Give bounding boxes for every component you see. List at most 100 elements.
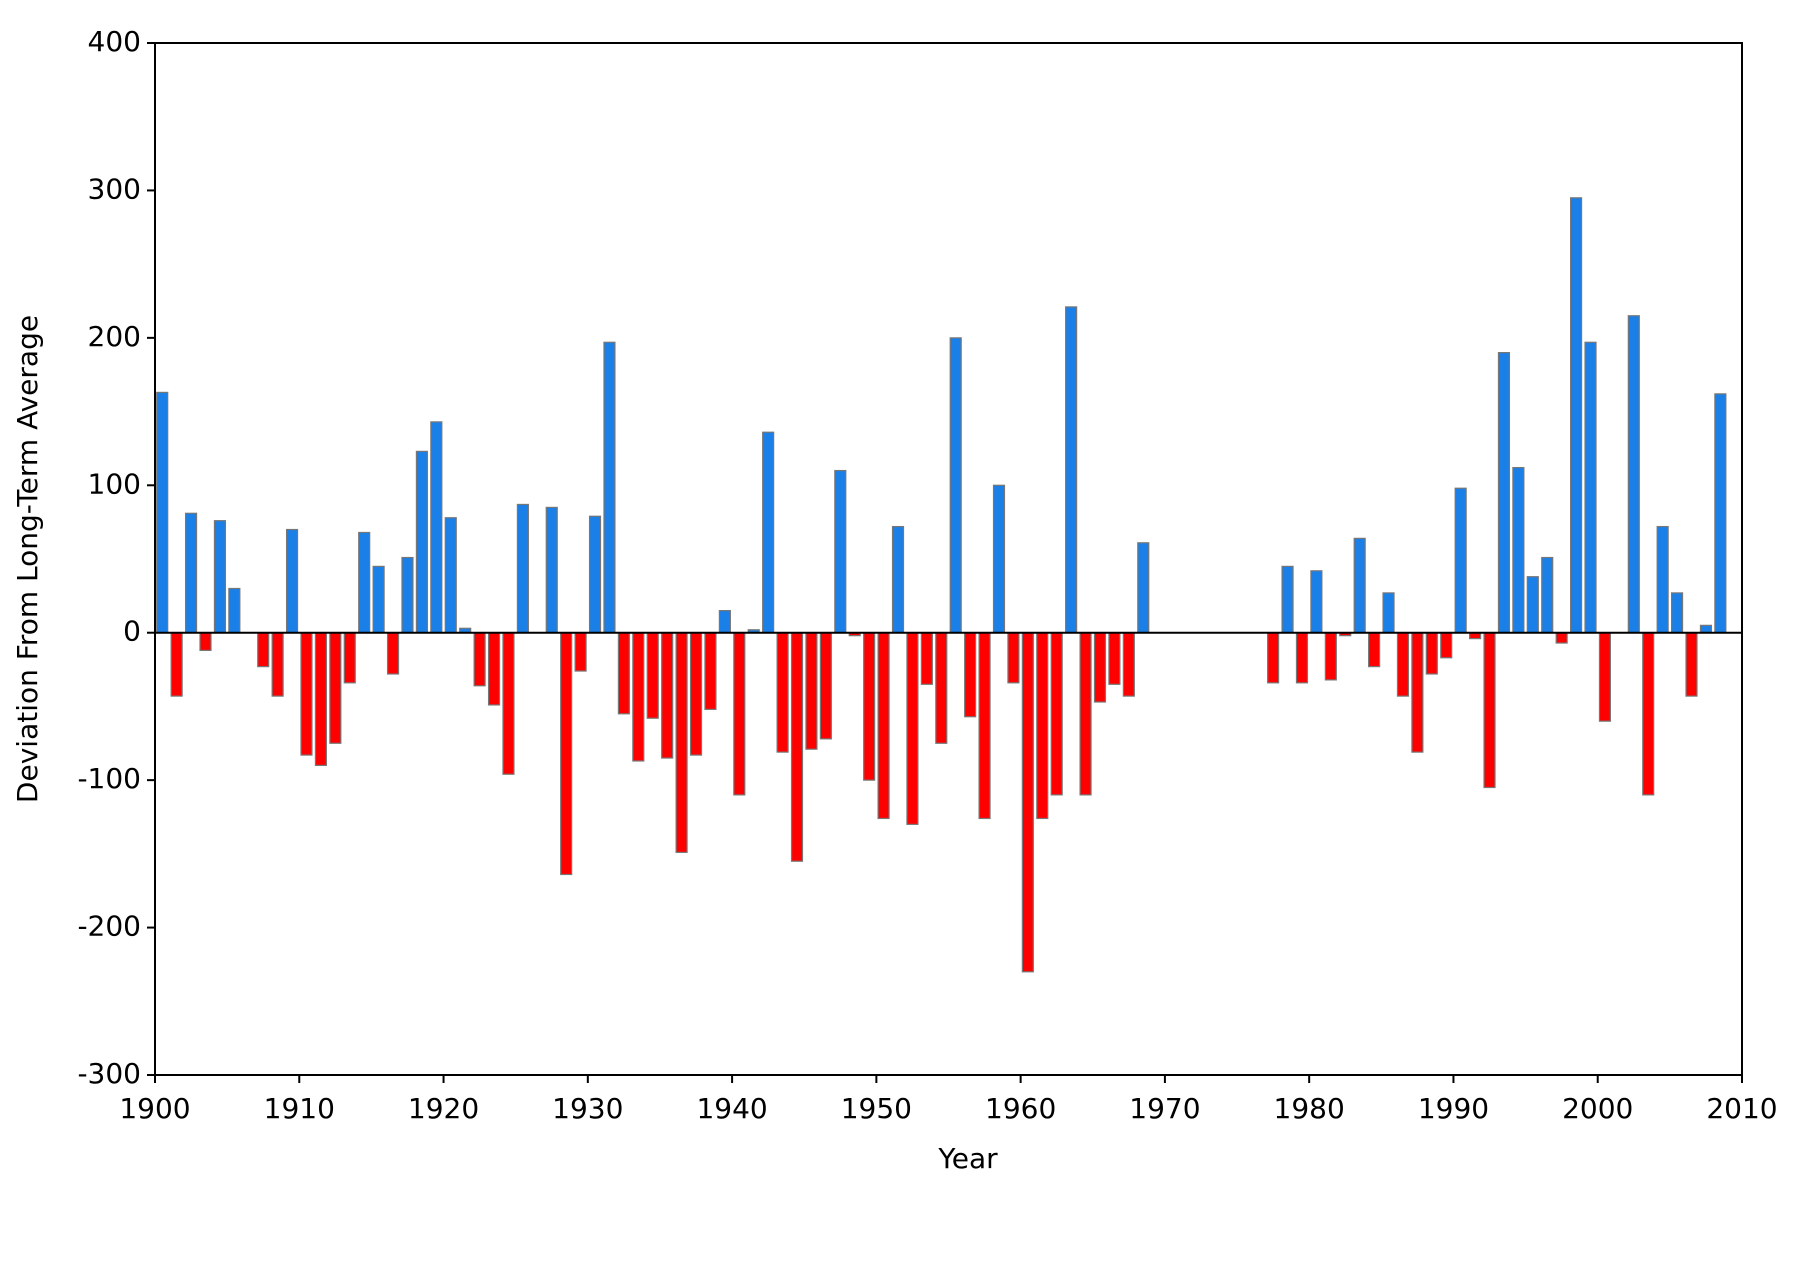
bar <box>992 484 1006 634</box>
x-tick-label: 1920 <box>408 1092 479 1125</box>
y-tick-label: -100 <box>77 762 141 795</box>
bar <box>1497 352 1511 634</box>
bar <box>545 506 558 634</box>
bar <box>978 632 991 820</box>
bar <box>1512 466 1525 634</box>
bar <box>603 341 616 634</box>
bar <box>430 421 443 634</box>
y-tick-label: 300 <box>88 172 141 205</box>
bar <box>819 632 832 740</box>
bar <box>1570 197 1583 634</box>
bar <box>1324 632 1337 681</box>
bar <box>1483 632 1496 789</box>
bar <box>632 632 645 762</box>
bar <box>271 632 284 697</box>
bar <box>863 632 876 781</box>
bar <box>762 431 775 634</box>
y-tick-label: 400 <box>88 25 141 58</box>
x-tick-label: 2000 <box>1562 1092 1633 1125</box>
x-tick-label: 1900 <box>119 1092 190 1125</box>
bar <box>1685 632 1698 697</box>
bar <box>906 632 919 825</box>
bar <box>588 515 602 634</box>
bar <box>1714 393 1727 634</box>
bar <box>689 632 703 756</box>
bar <box>343 632 356 684</box>
bar <box>444 517 457 634</box>
y-tick-label: 100 <box>88 467 141 500</box>
bar <box>1122 632 1135 697</box>
y-tick-label: -300 <box>77 1057 141 1090</box>
bar <box>617 632 630 715</box>
bar <box>1627 315 1640 634</box>
bar <box>891 525 905 634</box>
bar <box>1541 556 1554 634</box>
bar <box>877 632 890 820</box>
bar <box>1353 537 1366 634</box>
x-tick-label: 1940 <box>696 1092 767 1125</box>
bar <box>675 632 688 853</box>
bar <box>920 632 933 685</box>
bar <box>487 632 501 706</box>
bar <box>314 632 327 767</box>
bar <box>1108 632 1121 685</box>
bar <box>386 632 400 675</box>
bar <box>790 632 804 862</box>
bar <box>1699 624 1713 634</box>
bar <box>329 632 342 744</box>
bar <box>184 512 198 634</box>
bar <box>516 503 529 634</box>
bar <box>949 337 962 634</box>
x-tick-label: 1950 <box>841 1092 912 1125</box>
x-tick-label: 1980 <box>1274 1092 1345 1125</box>
bar <box>401 556 414 634</box>
bar <box>170 632 183 697</box>
bar <box>1598 632 1612 722</box>
y-tick-label: -200 <box>77 910 141 943</box>
bar <box>1411 632 1424 753</box>
x-tick-label: 2010 <box>1706 1092 1777 1125</box>
bar <box>560 632 573 876</box>
bar <box>834 469 847 634</box>
bar <box>285 528 299 634</box>
bar <box>199 632 212 652</box>
bar <box>1425 632 1438 675</box>
bar <box>358 531 371 634</box>
bar <box>1670 592 1684 634</box>
bar <box>1310 570 1323 634</box>
bar <box>1555 632 1568 644</box>
bar <box>502 632 515 775</box>
x-tick-label: 1910 <box>264 1092 335 1125</box>
bar <box>1281 565 1294 634</box>
bar <box>213 520 227 634</box>
bar <box>1656 525 1669 634</box>
bar <box>1642 632 1655 796</box>
bar <box>228 587 241 634</box>
bar <box>1050 632 1063 796</box>
plot-frame <box>154 42 1743 1076</box>
x-tick-label: 1970 <box>1129 1092 1200 1125</box>
y-tick-label: 0 <box>123 615 141 648</box>
bar <box>1093 632 1107 703</box>
bar <box>704 632 717 710</box>
bar <box>1295 632 1309 684</box>
bar <box>1021 632 1034 973</box>
bar <box>1036 632 1049 820</box>
bar <box>776 632 789 753</box>
bar <box>1267 632 1280 684</box>
bar <box>805 632 818 750</box>
x-tick-label: 1960 <box>985 1092 1056 1125</box>
bar <box>1526 576 1539 634</box>
x-axis-label: Year <box>937 1142 998 1175</box>
bar <box>1396 632 1410 697</box>
bar <box>661 632 674 759</box>
bar <box>415 450 428 634</box>
y-tick-label: 200 <box>88 320 141 353</box>
bar <box>473 632 486 687</box>
bar <box>964 632 977 718</box>
bar <box>300 632 313 756</box>
bar <box>733 632 746 796</box>
bar <box>1584 341 1597 634</box>
bar <box>1079 632 1092 796</box>
